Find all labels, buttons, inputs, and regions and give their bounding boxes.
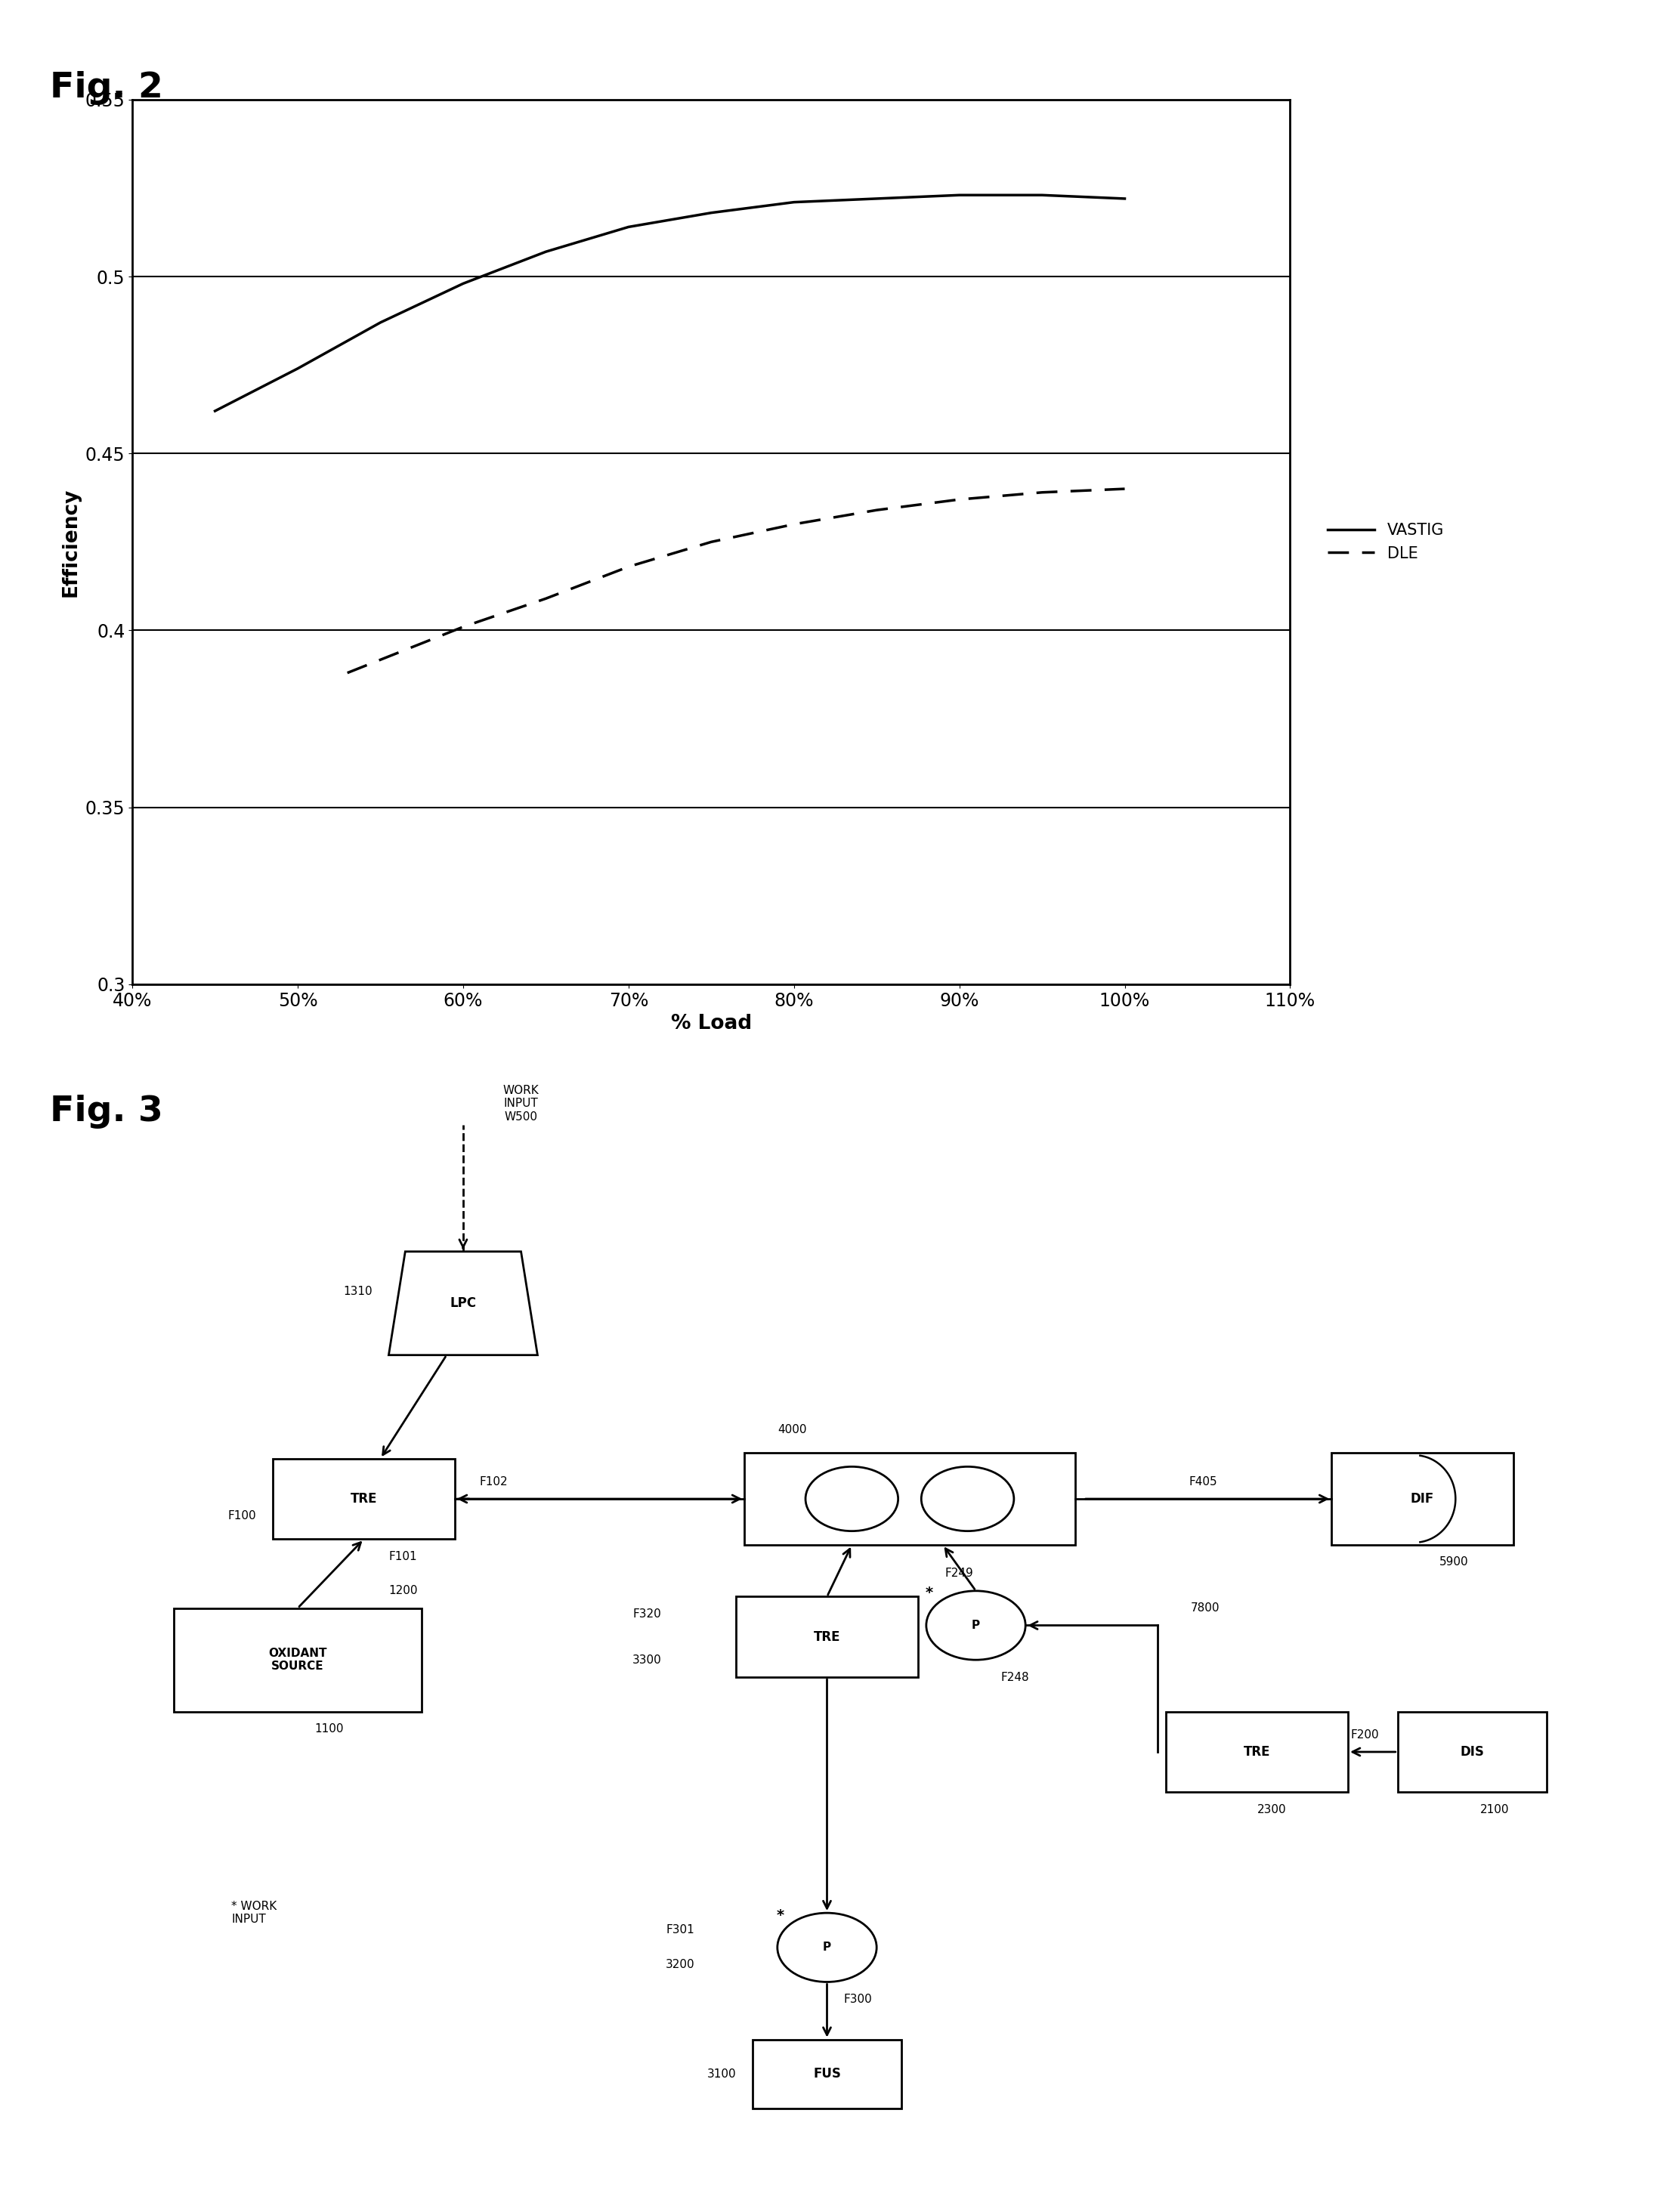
Circle shape [805, 1467, 898, 1531]
Circle shape [926, 1590, 1025, 1659]
Bar [753, 2039, 901, 2108]
Text: Fig. 3: Fig. 3 [50, 1095, 162, 1128]
Bar [273, 1458, 455, 1540]
Text: FUS: FUS [814, 2068, 840, 2081]
Text: F405: F405 [1189, 1475, 1217, 1486]
Circle shape [921, 1467, 1014, 1531]
Text: DIS: DIS [1460, 1745, 1484, 1759]
Text: F301: F301 [667, 1924, 695, 1936]
Text: 2100: 2100 [1480, 1803, 1510, 1816]
Text: 3300: 3300 [632, 1655, 662, 1666]
Text: LPC: LPC [450, 1296, 476, 1310]
Text: F320: F320 [633, 1608, 662, 1619]
Text: F102: F102 [480, 1475, 508, 1486]
Text: 5900: 5900 [1439, 1557, 1469, 1568]
Bar [1398, 1712, 1546, 1792]
Text: F248: F248 [1001, 1672, 1029, 1683]
Y-axis label: Efficiency: Efficiency [61, 487, 81, 597]
Text: DIF: DIF [1411, 1493, 1434, 1506]
Text: TRE: TRE [814, 1630, 840, 1644]
Text: * WORK
INPUT: * WORK INPUT [232, 1900, 278, 1924]
Text: 4000: 4000 [777, 1425, 807, 1436]
Legend: VASTIG, DLE: VASTIG, DLE [1322, 518, 1451, 566]
Text: F100: F100 [228, 1511, 256, 1522]
X-axis label: % Load: % Load [672, 1013, 751, 1033]
Text: P: P [971, 1619, 981, 1630]
Text: 7800: 7800 [1191, 1601, 1221, 1615]
Text: 1200: 1200 [389, 1586, 418, 1597]
Text: F101: F101 [389, 1551, 417, 1562]
Circle shape [777, 1913, 877, 1982]
Text: TRE: TRE [1244, 1745, 1270, 1759]
Text: *: * [777, 1909, 784, 1922]
Text: 3200: 3200 [665, 1960, 695, 1971]
Bar [174, 1608, 422, 1712]
Text: WORK
INPUT
W500: WORK INPUT W500 [503, 1084, 539, 1121]
Text: 1310: 1310 [342, 1285, 372, 1298]
Text: Fig. 2: Fig. 2 [50, 71, 162, 104]
Text: 1100: 1100 [314, 1723, 344, 1734]
Bar [1331, 1453, 1513, 1544]
Text: F249: F249 [944, 1568, 974, 1579]
Text: 3100: 3100 [706, 2068, 736, 2079]
Text: F300: F300 [844, 1993, 872, 2004]
Bar [736, 1597, 918, 1677]
Text: F200: F200 [1350, 1730, 1379, 1741]
Text: P: P [822, 1942, 832, 1953]
Bar [1166, 1712, 1348, 1792]
Text: *: * [926, 1586, 933, 1599]
Text: 2300: 2300 [1257, 1803, 1287, 1816]
Text: TRE: TRE [351, 1493, 377, 1506]
Text: OXIDANT
SOURCE: OXIDANT SOURCE [268, 1648, 327, 1672]
Bar [744, 1453, 1075, 1544]
Polygon shape [389, 1252, 538, 1356]
